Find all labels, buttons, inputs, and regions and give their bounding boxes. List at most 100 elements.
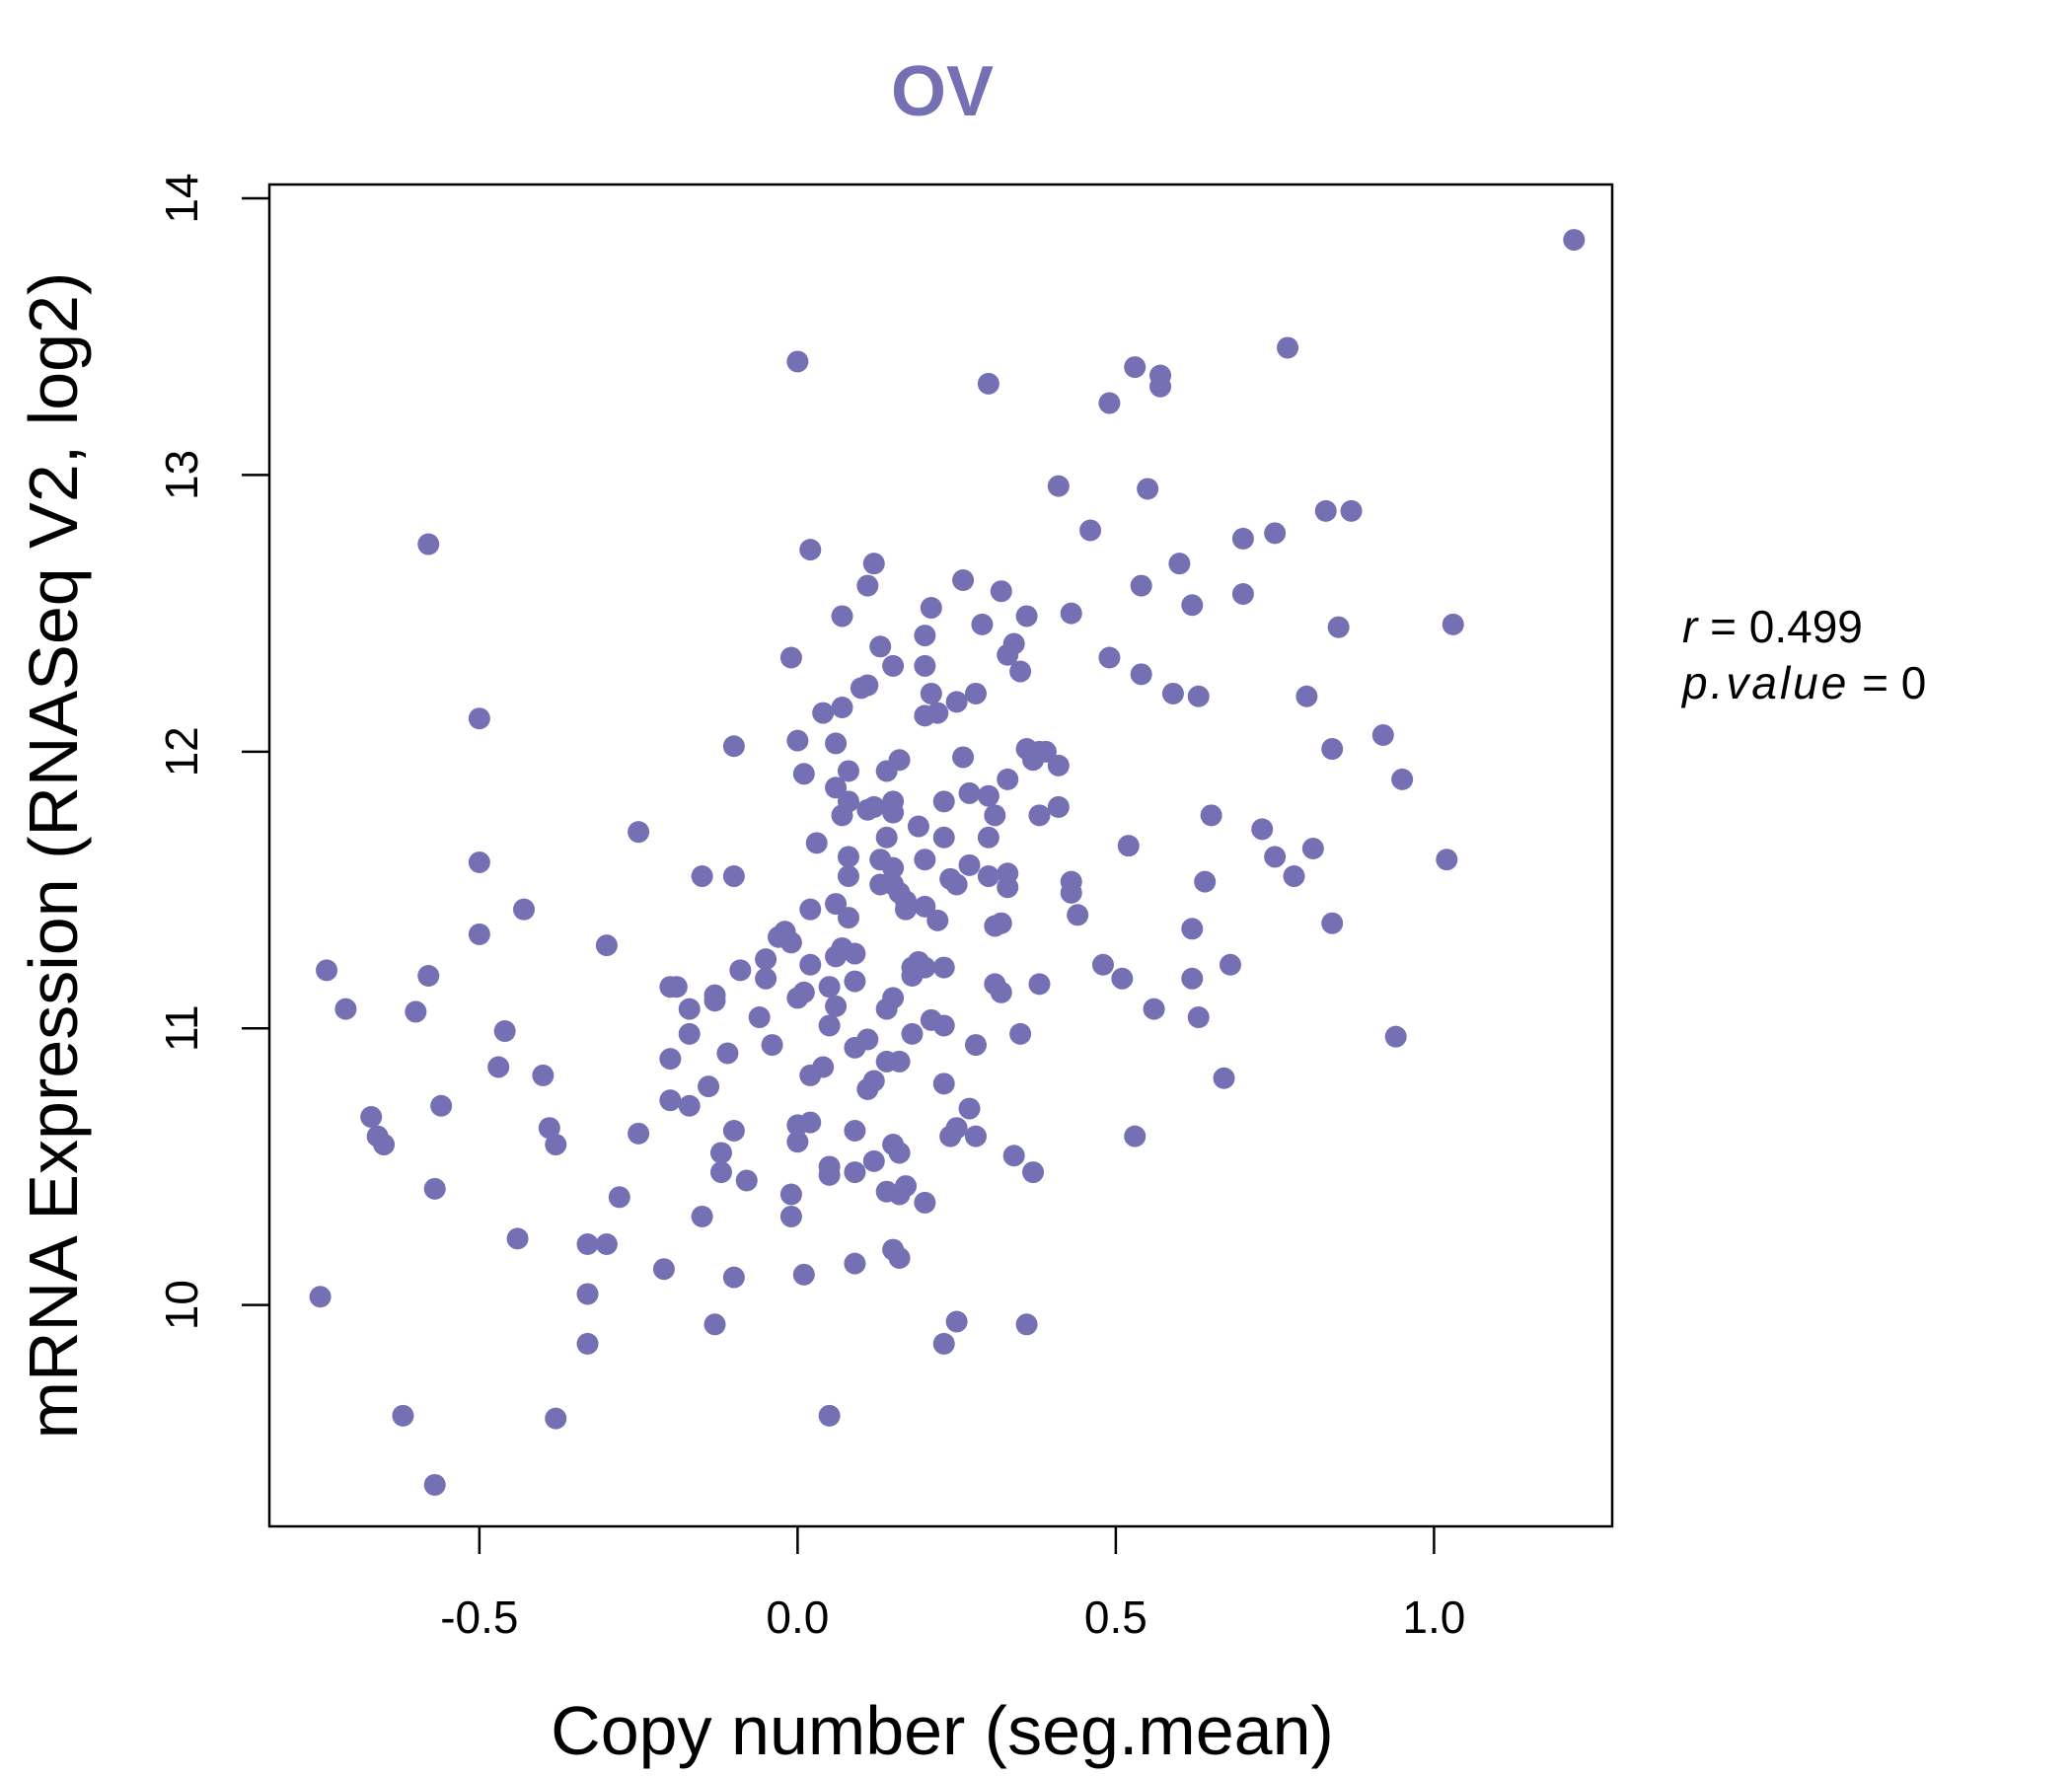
data-point xyxy=(779,931,802,954)
p-value: 0 xyxy=(1901,657,1927,708)
data-point xyxy=(958,853,981,876)
data-point xyxy=(895,1175,918,1198)
data-point xyxy=(920,597,942,620)
data-point xyxy=(945,1310,968,1333)
data-point xyxy=(703,990,726,1012)
data-point xyxy=(977,826,999,849)
data-point xyxy=(1168,553,1191,575)
data-point xyxy=(722,735,745,758)
data-point xyxy=(914,654,936,677)
data-point xyxy=(417,533,440,555)
data-point xyxy=(1009,660,1032,683)
data-point xyxy=(1002,1145,1025,1167)
y-tick-label: 13 xyxy=(156,450,207,500)
data-point xyxy=(1327,616,1350,638)
data-point xyxy=(844,942,866,965)
data-point xyxy=(1219,953,1241,976)
data-point xyxy=(932,1073,955,1095)
data-point xyxy=(945,691,968,713)
data-point xyxy=(1277,336,1299,359)
data-point xyxy=(882,801,905,824)
data-point xyxy=(1009,1022,1032,1045)
data-point xyxy=(792,981,815,1003)
data-point xyxy=(1022,1161,1045,1184)
data-point xyxy=(799,953,822,976)
data-point xyxy=(818,1163,841,1186)
data-point xyxy=(1264,522,1287,545)
data-point xyxy=(595,934,618,957)
data-point xyxy=(392,1404,414,1427)
data-point xyxy=(755,948,777,971)
r-equals: = xyxy=(1697,601,1748,652)
data-point xyxy=(722,865,745,888)
data-point xyxy=(786,729,809,752)
data-point xyxy=(932,790,955,813)
data-point xyxy=(468,707,490,730)
data-point xyxy=(1002,632,1025,655)
data-point xyxy=(545,1134,567,1156)
data-point xyxy=(1130,574,1152,597)
data-point xyxy=(1079,519,1102,542)
data-point xyxy=(1194,870,1217,893)
p-label: p.value xyxy=(1680,657,1849,708)
data-point xyxy=(952,746,975,769)
data-point xyxy=(1067,904,1089,926)
data-point xyxy=(532,1064,555,1086)
data-point xyxy=(990,981,1012,1003)
data-point xyxy=(958,1097,981,1120)
data-point xyxy=(990,912,1012,934)
data-point xyxy=(703,1313,726,1336)
data-point xyxy=(792,763,815,785)
data-point xyxy=(513,898,536,921)
data-point xyxy=(334,998,357,1020)
data-point xyxy=(430,1094,453,1117)
data-point xyxy=(888,1142,911,1164)
data-point xyxy=(964,1125,987,1147)
y-axis-label: mRNA Expression (RNASeq V2, log2) xyxy=(15,272,92,1440)
svg-text:p.value = 0: p.value = 0 xyxy=(1680,657,1926,708)
data-point xyxy=(1563,229,1586,252)
data-point xyxy=(698,1075,720,1098)
data-point xyxy=(837,760,859,782)
data-point xyxy=(825,893,848,916)
data-point xyxy=(831,696,853,718)
y-tick-label: 12 xyxy=(156,726,207,777)
data-point xyxy=(595,1232,618,1255)
data-point xyxy=(831,605,853,628)
chart-title: OV xyxy=(891,52,994,131)
data-point xyxy=(1231,527,1254,550)
data-point xyxy=(977,784,999,807)
data-point xyxy=(945,1117,968,1140)
data-point xyxy=(493,1020,516,1043)
data-point xyxy=(709,1161,732,1184)
data-point xyxy=(487,1056,510,1078)
data-point xyxy=(722,1120,745,1143)
data-point xyxy=(659,1048,682,1071)
data-point xyxy=(1034,740,1057,763)
data-point xyxy=(1060,881,1082,904)
data-point xyxy=(748,1006,771,1029)
data-point xyxy=(895,898,918,921)
data-point xyxy=(799,898,822,921)
data-point xyxy=(882,654,905,677)
data-point xyxy=(875,826,898,849)
data-point xyxy=(1149,364,1172,387)
data-point xyxy=(1200,804,1222,827)
data-point xyxy=(990,580,1012,603)
data-point xyxy=(799,539,822,561)
data-point xyxy=(417,964,440,987)
data-point xyxy=(856,574,879,597)
data-point xyxy=(735,1169,758,1192)
data-point xyxy=(837,846,859,868)
data-point xyxy=(1283,865,1305,888)
data-point xyxy=(576,1332,599,1355)
data-point xyxy=(1124,356,1147,379)
data-point xyxy=(360,1105,383,1128)
data-point xyxy=(405,1000,427,1023)
data-point xyxy=(932,1014,955,1037)
data-point xyxy=(691,865,713,888)
data-point xyxy=(812,702,835,724)
data-point xyxy=(977,372,999,395)
data-point xyxy=(1060,602,1082,625)
data-point xyxy=(628,1122,650,1145)
